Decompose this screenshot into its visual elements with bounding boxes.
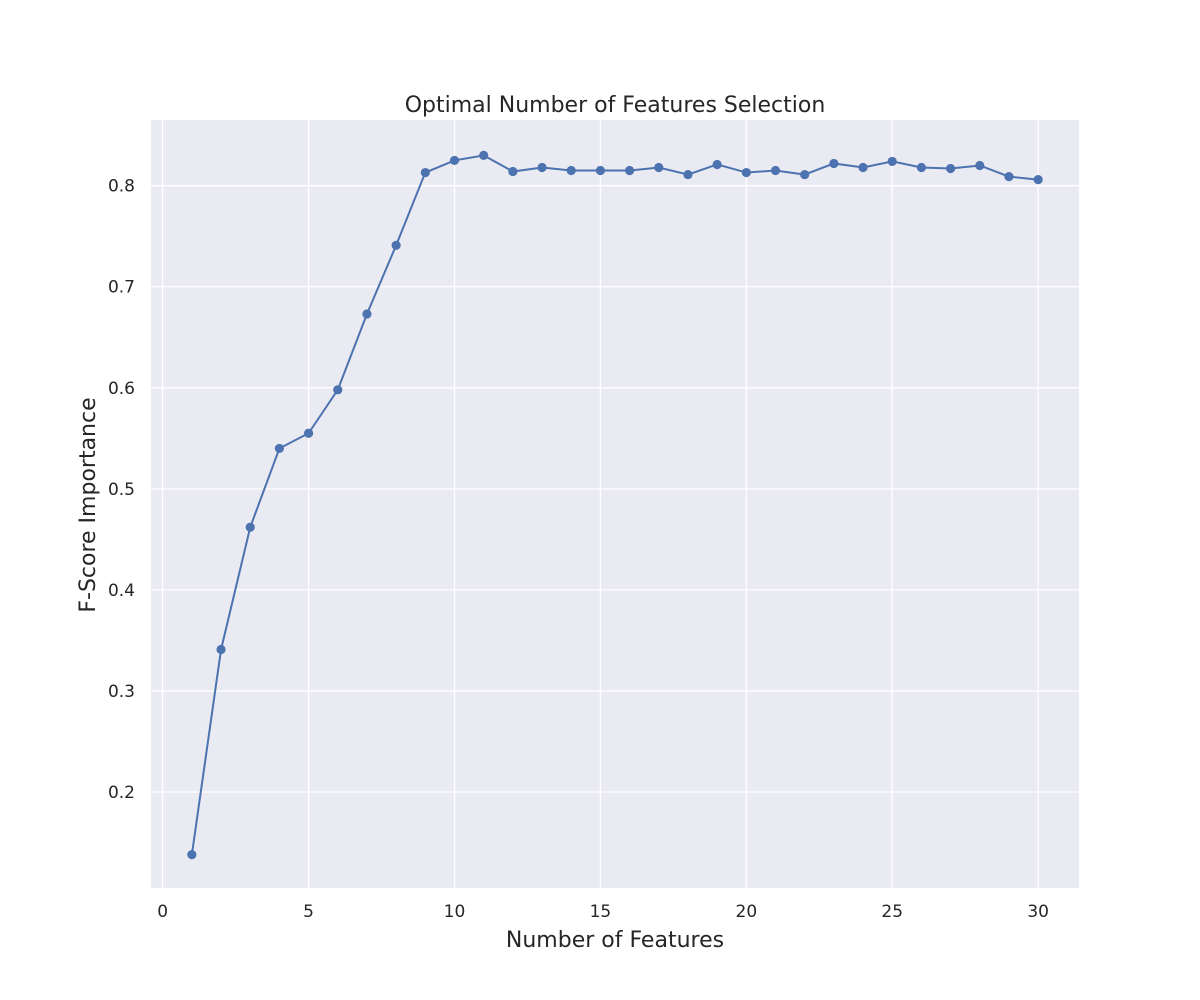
y-tick-label: 0.6 [108, 379, 135, 399]
data-point [712, 159, 722, 170]
data-point [537, 162, 547, 173]
x-tick-label: 15 [590, 902, 612, 922]
data-point [975, 160, 985, 171]
data-point [887, 156, 897, 167]
data-point [479, 150, 489, 160]
data-point [683, 169, 693, 180]
data-point [216, 644, 226, 655]
data-point [187, 850, 197, 860]
data-points [187, 150, 1043, 860]
data-point [1033, 175, 1043, 185]
x-tick-label: 10 [444, 902, 466, 922]
data-point [770, 165, 781, 176]
data-point [858, 162, 868, 173]
data-point [508, 166, 518, 177]
y-tick-label: 0.5 [108, 480, 135, 500]
data-point [1004, 171, 1014, 182]
data-point [800, 169, 810, 180]
y-tick-labels: 0.2 0.3 0.4 0.5 0.6 0.7 0.8 [108, 177, 135, 803]
y-tick-label: 0.7 [108, 278, 135, 298]
x-tick-label: 0 [157, 902, 168, 922]
x-tick-label: 30 [1027, 902, 1049, 922]
data-point [391, 240, 401, 250]
data-point [333, 385, 343, 395]
x-tick-label: 25 [881, 902, 903, 922]
data-point [566, 165, 576, 176]
data-point [595, 165, 606, 176]
y-tick-label: 0.2 [108, 783, 135, 803]
data-point [303, 428, 314, 438]
plot-background [151, 120, 1079, 888]
data-point [362, 309, 372, 319]
y-axis-label: F-Score Importance [76, 397, 101, 612]
y-gridlines [151, 185, 1079, 793]
y-tick-label: 0.8 [108, 177, 135, 197]
data-point [945, 163, 956, 174]
x-tick-label: 20 [736, 902, 758, 922]
data-point [741, 167, 751, 178]
data-point [274, 443, 285, 454]
y-tick-label: 0.4 [108, 581, 135, 601]
data-point [916, 162, 927, 173]
x-tick-label: 5 [303, 902, 314, 922]
y-tick-label: 0.3 [108, 682, 135, 702]
data-point [654, 162, 664, 173]
x-tick-labels: 0 5 10 15 20 25 30 [157, 902, 1049, 922]
series-line [190, 154, 1039, 855]
x-gridlines [162, 120, 1039, 888]
chart-title: Optimal Number of Features Selection [405, 93, 826, 118]
x-axis-label: Number of Features [506, 928, 724, 953]
data-point [245, 522, 255, 532]
data-point [449, 155, 460, 166]
data-point [420, 167, 430, 178]
data-point [829, 158, 839, 169]
data-point [624, 165, 635, 176]
